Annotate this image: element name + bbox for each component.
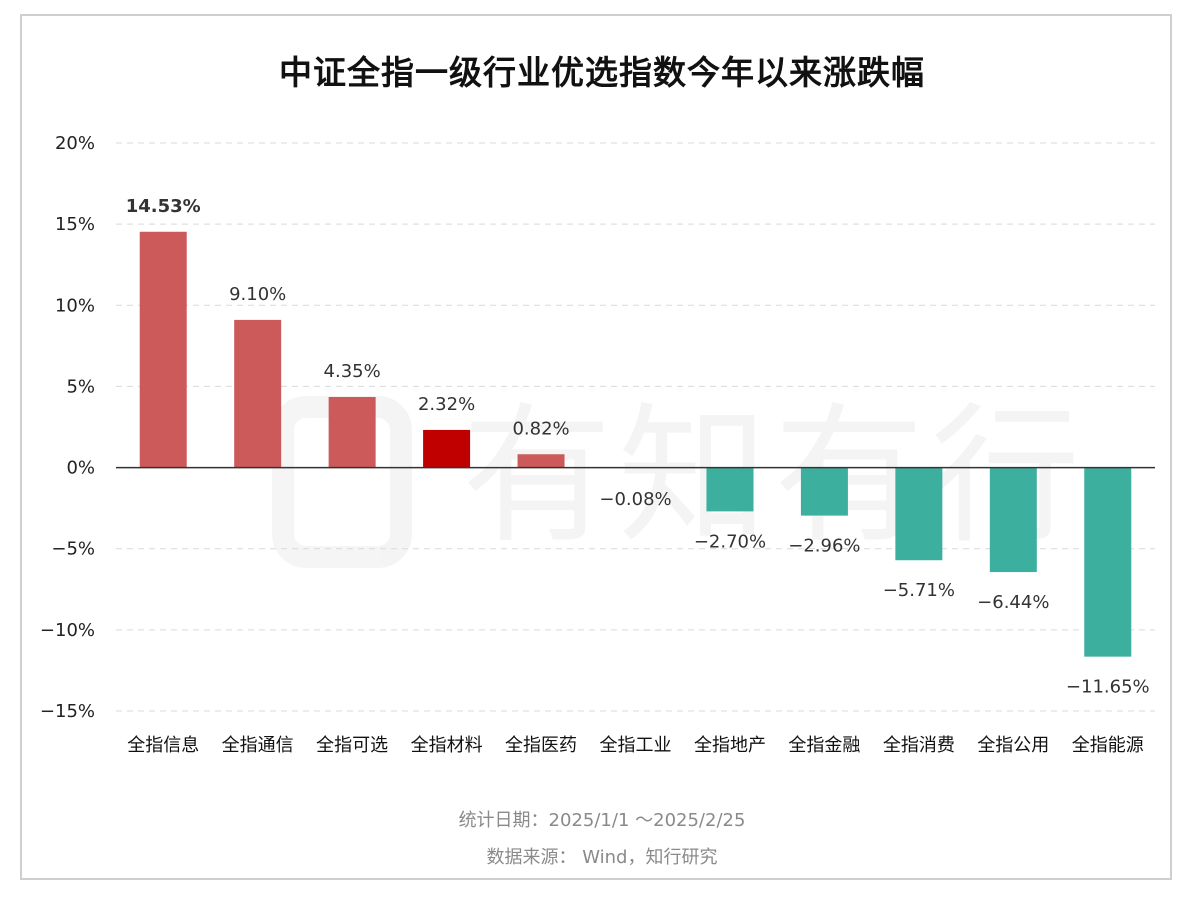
bar (139, 231, 187, 468)
y-tick-label: 15% (55, 214, 95, 235)
data-label: −6.44% (977, 592, 1049, 613)
x-tick-label: 全指医药 (505, 735, 577, 756)
x-tick-label: 全指信息 (127, 735, 199, 756)
bar (706, 467, 754, 512)
x-tick-label: 全指可选 (316, 735, 388, 756)
y-tick-label: 0% (66, 458, 95, 479)
footer-source: 数据来源： Wind，知行研究 (486, 847, 718, 868)
data-label: 2.32% (418, 394, 475, 415)
bar (895, 467, 943, 561)
x-tick-label: 全指金融 (788, 735, 860, 756)
bar (989, 467, 1037, 573)
data-label: 4.35% (324, 361, 381, 382)
y-tick-label: 10% (55, 295, 95, 316)
x-tick-label: 全指材料 (411, 735, 483, 756)
data-label: −2.96% (788, 536, 860, 557)
y-tick-label: −10% (40, 620, 95, 641)
bar (328, 396, 376, 468)
footer-date-range: 统计日期：2025/1/1 ～2025/2/25 (458, 810, 746, 831)
data-label: −0.08% (599, 489, 671, 510)
chart-title: 中证全指一级行业优选指数今年以来涨跌幅 (279, 53, 925, 92)
x-tick-label: 全指通信 (222, 735, 294, 756)
bar (1084, 467, 1132, 657)
y-tick-label: 5% (66, 376, 95, 397)
data-label: −5.71% (883, 580, 955, 601)
bar (423, 429, 471, 468)
data-label: −2.70% (694, 531, 766, 552)
data-label: 14.53% (126, 196, 201, 217)
x-tick-label: 全指消费 (883, 735, 955, 756)
data-label: 9.10% (229, 284, 286, 305)
bar (800, 467, 848, 516)
x-tick-label: 全指能源 (1072, 735, 1144, 756)
bar (234, 319, 282, 468)
watermark: 有知有行 (272, 392, 1080, 572)
y-tick-label: −5% (51, 539, 95, 560)
data-label: 0.82% (512, 418, 569, 439)
x-tick-label: 全指地产 (694, 735, 766, 756)
y-tick-label: −15% (40, 701, 95, 722)
watermark-text: 有知有行 (462, 390, 1087, 564)
chart-frame (20, 14, 1172, 880)
x-tick-label: 全指公用 (977, 735, 1049, 756)
y-tick-label: 20% (55, 133, 95, 154)
bar (517, 454, 565, 468)
x-tick-label: 全指工业 (600, 735, 672, 756)
data-label: −11.65% (1066, 677, 1150, 698)
